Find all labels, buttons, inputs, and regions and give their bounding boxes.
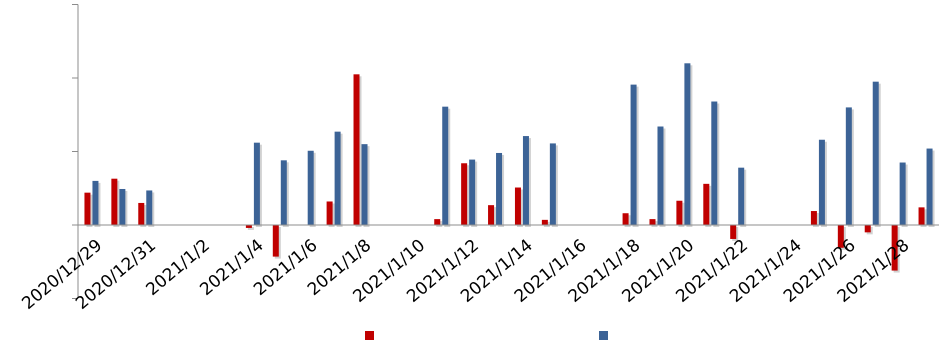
blue-bar-2021/1/14 bbox=[522, 136, 529, 225]
blue-bar-2021/1/12 bbox=[469, 159, 476, 225]
red-bar-2021/1/8 bbox=[353, 74, 360, 225]
blue-bar-2021/1/27 bbox=[872, 81, 879, 225]
red-bar-2021/1/4 bbox=[245, 225, 252, 228]
red-bar-2020/12/30 bbox=[111, 178, 118, 225]
red-bar-2021/1/28 bbox=[891, 225, 898, 271]
red-bar-2021/1/20 bbox=[676, 200, 683, 225]
red-bar-2021/1/22 bbox=[730, 225, 737, 239]
red-bar-2021/1/25 bbox=[810, 211, 817, 225]
red-bar-2021/1/29 bbox=[918, 207, 925, 225]
red-bar-2021/1/15 bbox=[541, 219, 548, 225]
blue-bar-2021/1/25 bbox=[818, 139, 825, 225]
blue-bar-2021/1/20 bbox=[684, 63, 691, 225]
red-bar-2021/1/19 bbox=[649, 219, 656, 225]
blue-bar-2021/1/26 bbox=[845, 107, 852, 225]
blue-bar-2020/12/29 bbox=[92, 180, 99, 225]
red-bar-2021/1/12 bbox=[461, 163, 468, 225]
blue-bar-2021/1/5 bbox=[280, 160, 287, 225]
red-bar-2020/12/29 bbox=[84, 192, 91, 225]
red-bar-2021/1/27 bbox=[864, 225, 871, 233]
red-bar-2021/1/21 bbox=[703, 183, 710, 225]
red-bar-2021/1/14 bbox=[514, 187, 521, 225]
blue-bar-2021/1/13 bbox=[496, 152, 503, 225]
red-bar-2021/1/11 bbox=[434, 219, 441, 225]
x-tick-labels: 2020/12/292020/12/312021/1/22021/1/42021… bbox=[18, 236, 913, 314]
blue-bar-2020/12/30 bbox=[119, 188, 126, 225]
blue-bar-2021/1/21 bbox=[711, 101, 718, 225]
red-bar-2021/1/26 bbox=[837, 225, 844, 248]
blue-bar-2021/1/19 bbox=[657, 126, 664, 225]
red-bar-2021/1/13 bbox=[488, 205, 495, 225]
blue-bar-2021/1/11 bbox=[442, 106, 449, 225]
blue-bar-2021/1/6 bbox=[307, 150, 314, 225]
blue-bar-2021/1/8 bbox=[361, 144, 368, 225]
legend-swatch-2 bbox=[599, 331, 608, 340]
blue-bar-2021/1/28 bbox=[899, 162, 906, 225]
blue-bar-2021/1/22 bbox=[738, 167, 745, 225]
red-bar-2020/12/31 bbox=[138, 202, 145, 225]
blue-bar-2021/1/7 bbox=[334, 131, 341, 225]
axes-layer bbox=[72, 4, 939, 299]
legend bbox=[365, 331, 608, 340]
bar-shadow bbox=[247, 227, 254, 230]
blue-bar-2021/1/29 bbox=[926, 148, 933, 225]
red-bar-2021/1/7 bbox=[326, 201, 333, 225]
bars-layer bbox=[84, 63, 935, 273]
blue-bar-2021/1/4 bbox=[253, 142, 260, 225]
blue-bar-2021/1/15 bbox=[549, 143, 556, 225]
red-bar-2021/1/18 bbox=[622, 213, 629, 225]
legend-swatch-1 bbox=[365, 331, 374, 340]
blue-bar-2021/1/18 bbox=[630, 84, 637, 226]
red-bar-2021/1/5 bbox=[272, 225, 279, 257]
blue-bar-2020/12/31 bbox=[146, 190, 153, 225]
